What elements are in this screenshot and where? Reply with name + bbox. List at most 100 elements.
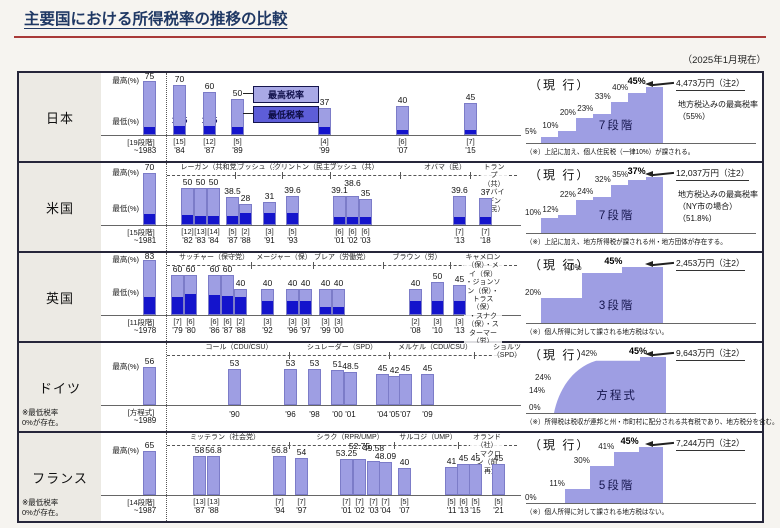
year-label: '01 [345,410,356,419]
bracket-count: [3] [265,227,274,236]
red-divider [14,36,766,38]
rate-bar [353,459,366,495]
country-row: 英国最高(%)最低(%)2583[11段階]~1978サッチャー（保守党）メージ… [19,251,762,347]
rate-step-label: 33% [594,91,611,101]
year-label: '88 [235,326,246,335]
initial-rate-bar [143,173,156,225]
rate-bar [261,288,274,315]
rate-bar [234,288,247,315]
initial-brackets: [19段階] [127,138,155,147]
top-rate-value: 58 [194,444,205,455]
year-label: '86 [209,326,220,335]
axis-baseline [101,225,521,226]
axis-min-label: 最低(%) [112,203,139,213]
rate-bar [409,288,422,315]
rate-step-label: 0% [525,493,537,502]
rate-bar [207,456,220,495]
rate-step-label: 40% [565,263,582,273]
bracket-count: [7] [342,497,351,506]
party-label: シラク（RPR/UMP） [316,434,384,443]
year-label: '98 [309,410,320,419]
party-label: ブッシュ（共） [237,164,287,173]
top-rate-value: 40 [333,277,344,288]
year-label: '99 [320,326,331,335]
top-rate-value: 50 [195,177,206,187]
current-heading: （現 行） [529,258,591,272]
country-cell: ドイツ ※最低税率 0%が存在。 [19,343,101,431]
year-label: '18 [480,236,491,245]
top-rate-value: 40 [320,277,331,288]
min-rate-segment [410,300,421,314]
rate-step [541,217,559,233]
party-tick [289,442,290,449]
country-name: 米国 [45,200,74,216]
min-rate-segment [397,130,408,134]
axis-min-label: 最低(%) [112,116,139,126]
top-rate-value: 39.6 [284,184,301,195]
min-rate-segment [195,215,206,224]
rate-bar [173,84,186,135]
rate-step [614,451,640,503]
title-bar: 主要国における所得税率の推移の比較 [0,0,780,29]
year-label: '01 [341,506,352,515]
year-label: '96 [285,410,296,419]
party-label: キャメロン（保）・メイ（保） ・ジョンソン（保）・トラス（保） ・スナク（保）・… [464,254,502,347]
rate-step-label: 40% [612,83,629,93]
top-rate-value: 45 [454,274,465,285]
year-label: '82 [182,236,193,245]
year-label: '04 [380,506,391,515]
party-tick [289,352,290,359]
year-label: '00 [332,410,343,419]
year-label: '83 [195,236,206,245]
rate-step-label: 24% [577,186,594,196]
arrow-head [645,351,653,357]
top-rate-value: 40 [262,277,273,288]
bracket-count: [7] [381,497,390,506]
top-rate-value: 54 [296,447,307,458]
country-cell: 日本 [19,73,101,161]
bracket-count: [7] [275,497,284,506]
bracket-count: [2] [236,317,245,326]
rate-bar [208,275,221,315]
min-rate-segment [432,300,443,314]
arrow-head [645,261,653,267]
rate-step-label: 45% [604,256,623,266]
bracket-count: [5] [233,137,242,146]
top-rate-value: 49.58 [362,443,385,454]
top-rate-value: 37 [480,186,491,197]
bracket-count-label: 方程式 [596,390,637,402]
top-rate-value: 83 [144,251,155,261]
top-rate-value: 35 [360,188,371,199]
min-rate-segment [235,297,246,314]
party-tick [383,262,384,269]
rate-step [593,114,612,143]
rate-bar [273,456,286,495]
min-rate-segment [232,126,243,134]
rate-bar [286,195,299,225]
top-rate-value: 56.8 [205,445,222,456]
top-rate-value: 60 [204,80,215,91]
top-rate-value: 31 [264,191,275,202]
rate-bar [207,188,220,225]
year-label: '92 [262,326,273,335]
top-rate-value: 65 [144,439,155,450]
initial-rate-zone: 最高(%) 65 [14段階] ~1987 [101,433,167,521]
bracket-count: [14] [207,227,220,236]
current-bracket-panel: （現 行） 0% 14% 24% 42% 45% 方程式 9,643万円（注2） （※）所得税は… [521,343,779,431]
rate-bar [359,199,372,225]
bracket-count: [3] [288,317,297,326]
bracket-count: [2] [241,227,250,236]
year-label: '88 [208,506,219,515]
panel-baseline [526,143,756,144]
bracket-count: [12] [203,137,216,146]
rate-bar [399,374,412,405]
year-label: '88 [240,236,251,245]
min-rate-segment [204,126,215,134]
rate-step [593,196,612,233]
panel-baseline [526,233,756,234]
bracket-count: [12] [181,227,194,236]
year-label: '13 [454,326,465,335]
min-rate-segment [222,296,233,314]
top-rate-value: 39.6 [451,184,468,195]
initial-brackets: [15段階] [127,228,155,237]
